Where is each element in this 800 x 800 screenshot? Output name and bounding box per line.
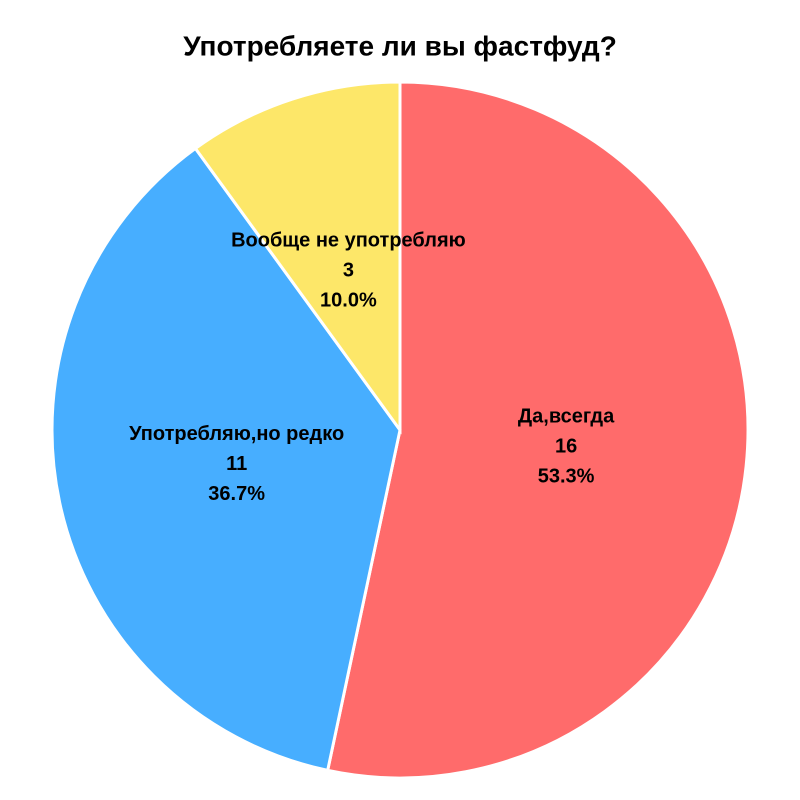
pie-slice	[325, 80, 750, 780]
slice-value-label: 16	[555, 436, 577, 458]
slice-category-label: Да,всегда	[518, 406, 615, 428]
slice-value-label: 3	[343, 259, 354, 281]
slice-percent-label: 53.3%	[538, 466, 595, 488]
slice-value-label: 11	[226, 453, 247, 475]
slice-category-label: Вообще не употребляю	[231, 229, 466, 251]
chart-title: Употребляете ли вы фастфуд?	[183, 30, 617, 61]
slice-percent-label: 10.0%	[320, 289, 377, 311]
slice-percent-label: 36.7%	[208, 483, 265, 505]
pie-slice	[50, 146, 402, 773]
slice-category-label: Употребляю,но редко	[129, 423, 344, 445]
pie-slice	[193, 80, 402, 435]
